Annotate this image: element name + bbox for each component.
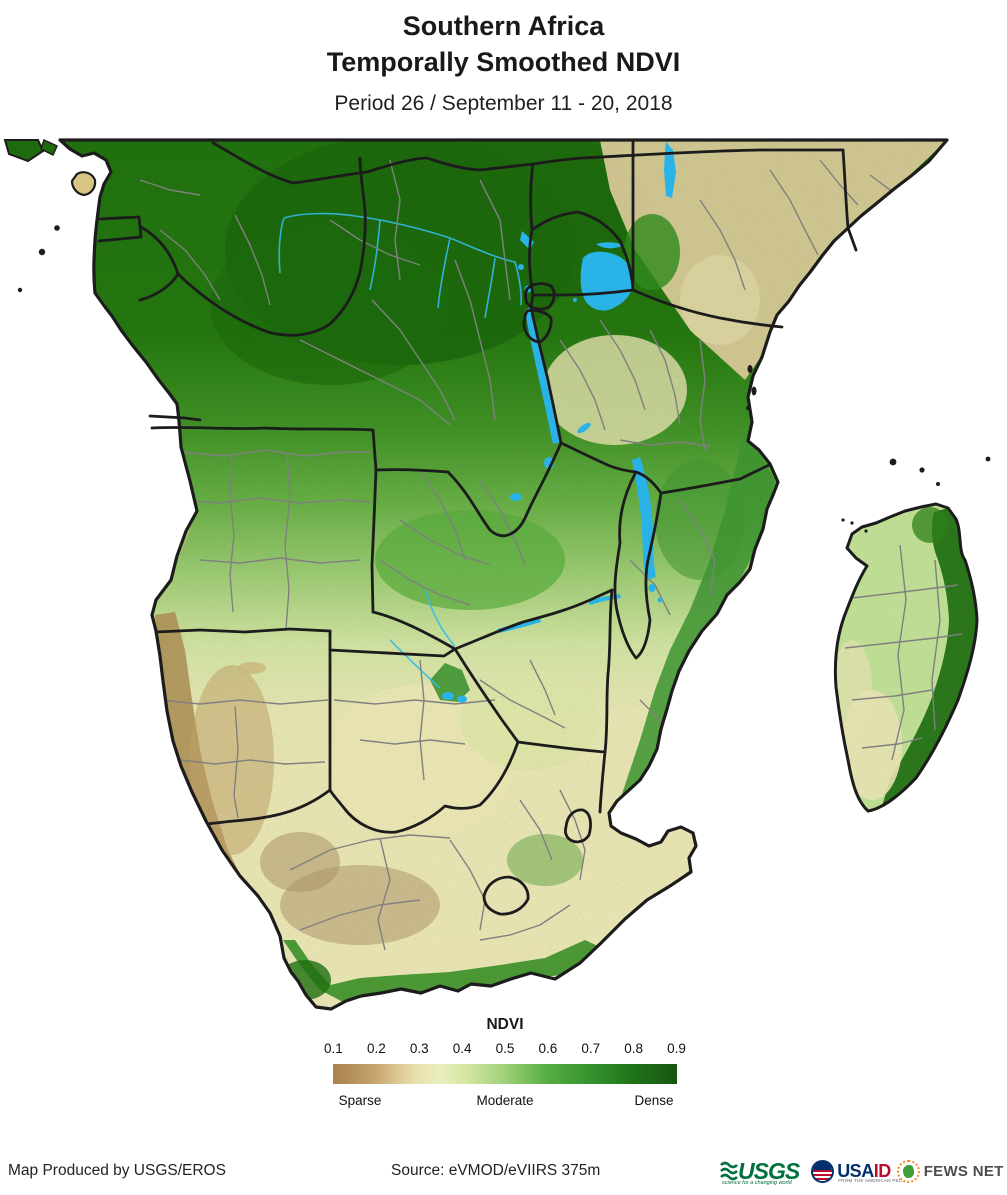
legend-tick: 0.1 [324,1041,343,1056]
legend-tick: 0.4 [452,1041,472,1056]
fewsnet-wordmark: FEWS NET [923,1162,1004,1180]
usgs-tagline: science for a changing world [722,1180,792,1186]
usaid-wordmark-usa: USA [837,1160,874,1181]
legend-tick: 0.6 [538,1041,558,1056]
usaid-logo: USAID FROM THE AMERICAN PEOPLE [811,1154,912,1188]
islands-layer [17,171,991,533]
source-text: Source: eVMOD/eVIIRS 375m [391,1162,601,1179]
agency-logos: USGS science for a changing world NASA U… [720,1153,1004,1189]
usgs-wordmark: USGS [738,1157,800,1184]
madagascar-overlays [835,504,977,811]
usgs-wave-icon [720,1160,738,1182]
legend-tick: 0.2 [366,1041,386,1056]
usgs-logo: USGS science for a changing world [720,1154,800,1188]
usaid-wordmark-id: ID [873,1160,892,1181]
legend-tick: 0.5 [495,1041,515,1056]
legend-tick: 0.8 [624,1041,644,1056]
produced-by-text: Map Produced by USGS/EROS [8,1162,226,1179]
usaid-emblem-icon [811,1159,835,1183]
legend-label-dense: Dense [634,1093,674,1108]
ndvi-colorbar [333,1064,677,1084]
legend-title: NDVI [486,1016,524,1033]
madagascar-admin-borders [844,544,963,761]
map-title-line2: Temporally Smoothed NDVI [326,47,681,77]
usaid-tagline: FROM THE AMERICAN PEOPLE [838,1178,912,1183]
country-borders-layer [97,138,858,916]
fewsnet-globe-icon [896,1159,920,1183]
legend-tick: 0.9 [667,1041,686,1056]
legend-tick-labels: 0.1 0.2 0.3 0.4 0.5 0.6 0.7 0.8 0.9 [312,1041,698,1056]
map-subtitle-period: Period 26 / September 11 - 20, 2018 [334,92,673,115]
legend-label-sparse: Sparse [338,1093,382,1108]
legend-tick: 0.7 [581,1041,601,1056]
fewsnet-logo: FEWS NET [896,1159,1004,1183]
raster-speckle [60,140,947,1009]
rivers-layer [278,212,522,689]
legend-tick: 0.3 [409,1041,429,1056]
coast-fragments [3,138,58,163]
legend-label-moderate: Moderate [476,1093,534,1108]
map-title-line1: Southern Africa [402,11,605,41]
